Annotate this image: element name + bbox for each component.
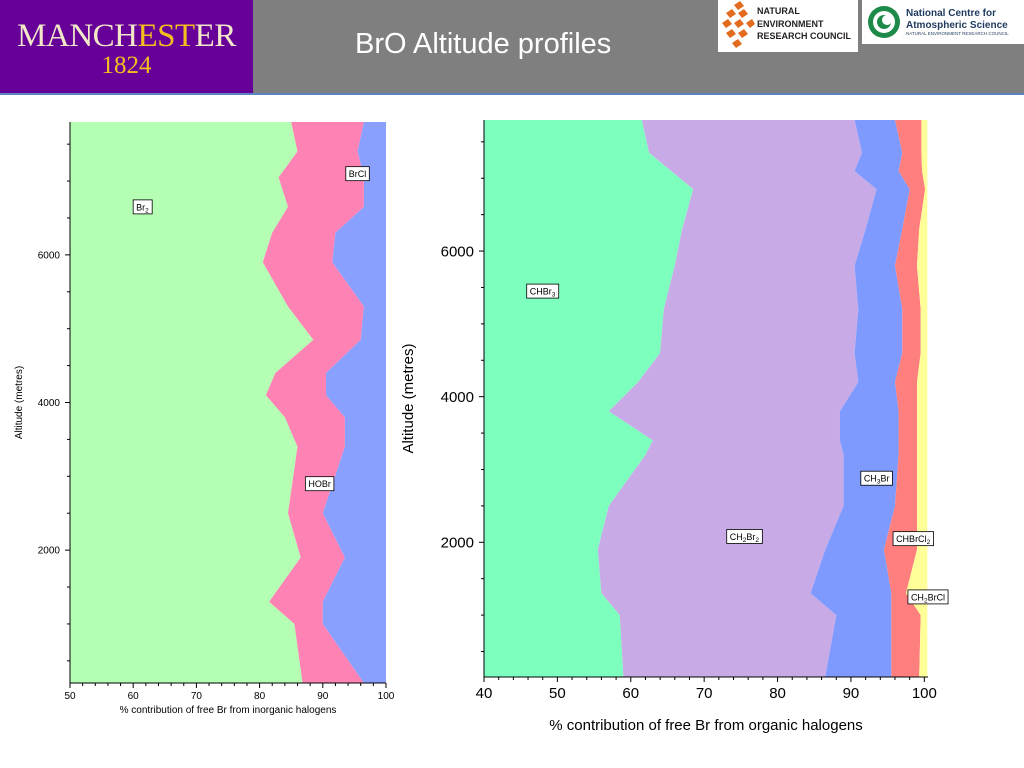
nerc-emblem-icon: [722, 1, 755, 48]
area-br2: [70, 122, 314, 683]
x-tick-label: 100: [378, 691, 395, 702]
chart-1: 50 60 70 80 90 100 2000 4000 6000 % contribution …: [14, 122, 395, 716]
series-label-box: [304, 476, 335, 492]
x-tick-label: 80: [254, 691, 266, 702]
nerc-logo-text: NATURAL ENVIRONMENT RESEARCH COUNCIL: [757, 6, 852, 41]
area-ch2br2: [597, 120, 877, 677]
y-tick-label: 2000: [38, 546, 61, 557]
series-label: BrCl: [345, 166, 370, 182]
series-label-text: CH2​BrCl: [911, 592, 945, 604]
nerc-logo: NATURAL ENVIRONMENT RESEARCH COUNCIL: [718, 0, 858, 52]
series-label-text: BrCl: [349, 169, 367, 179]
series-label-box: [132, 199, 153, 215]
y-axis-label: Altitude (metres): [14, 366, 25, 439]
area-ch3br: [810, 120, 910, 677]
y-tick-label: 4000: [441, 389, 474, 406]
page-title: BrO Altitude profiles: [355, 28, 612, 60]
x-tick-label: 60: [128, 691, 140, 702]
ncas-emblem-icon: [868, 6, 900, 38]
series-label-box: [526, 283, 560, 299]
x-tick-label: 50: [64, 691, 76, 702]
x-tick-label: 40: [476, 685, 493, 702]
series-label-box: [726, 529, 763, 544]
y-tick-label: 4000: [38, 398, 61, 409]
ncas-logo: National Centre for Atmospheric Science …: [862, 0, 1024, 44]
ncas-logo-text: National Centre for Atmospheric Science: [906, 8, 1008, 31]
x-axis-label: % contribution of free Br from inorganic…: [120, 705, 337, 716]
x-tick-label: 70: [696, 685, 713, 702]
uom-logo-text: MANCHESTER: [17, 18, 236, 54]
x-tick-label: 50: [549, 685, 566, 702]
y-tick-label: 2000: [441, 535, 474, 552]
x-tick-label: 90: [317, 691, 329, 702]
series-label-box: [345, 166, 370, 182]
x-tick-label: 60: [622, 685, 639, 702]
x-tick-label: 80: [769, 685, 786, 702]
series-label-box: [860, 470, 893, 486]
ncas-logo-subtext: NATURAL ENVIRONMENT RESEARCH COUNCIL: [906, 31, 1009, 36]
uom-logo-year: 1824: [101, 52, 152, 79]
x-tick-label: 90: [843, 685, 860, 702]
series-label-text: Br2​: [136, 202, 149, 214]
chart-2: 40 50 60 70 80 90 100 2000 4000 6000 % contributio…: [400, 120, 949, 734]
x-axis-label: % contribution of free Br from organic h…: [549, 717, 863, 734]
university-of-manchester-logo: MANCHESTER 1824: [0, 0, 253, 93]
area-chbr3: [484, 120, 694, 677]
series-label-box: [907, 589, 949, 605]
y-tick-label: 6000: [38, 250, 61, 261]
series-label: CHBr3​: [526, 283, 560, 299]
x-tick-label: 70: [191, 691, 203, 702]
series-label-box: [892, 531, 934, 547]
series-label: HOBr: [304, 476, 335, 492]
series-label-text: CH2​Br2​: [730, 532, 760, 544]
series-label: CH2​BrCl: [907, 589, 949, 605]
series-label: CH2​Br2​: [726, 529, 763, 544]
header-divider: [0, 93, 1024, 95]
x-tick-label: 100: [912, 685, 937, 702]
area-hobr: [262, 122, 364, 683]
y-axis-label: Altitude (metres): [400, 343, 417, 453]
series-label-text: CH3​Br: [864, 474, 890, 486]
series-label-text: CHBr3​: [530, 287, 556, 299]
series-label: Br2​: [132, 199, 153, 215]
series-label-text: CHBrCl2​: [896, 534, 931, 546]
area-brcl: [322, 122, 386, 683]
series-label: CHBrCl2​: [892, 531, 934, 547]
series-label-text: HOBr: [308, 479, 331, 489]
series-label: CH3​Br: [860, 470, 893, 486]
y-tick-label: 6000: [441, 243, 474, 260]
